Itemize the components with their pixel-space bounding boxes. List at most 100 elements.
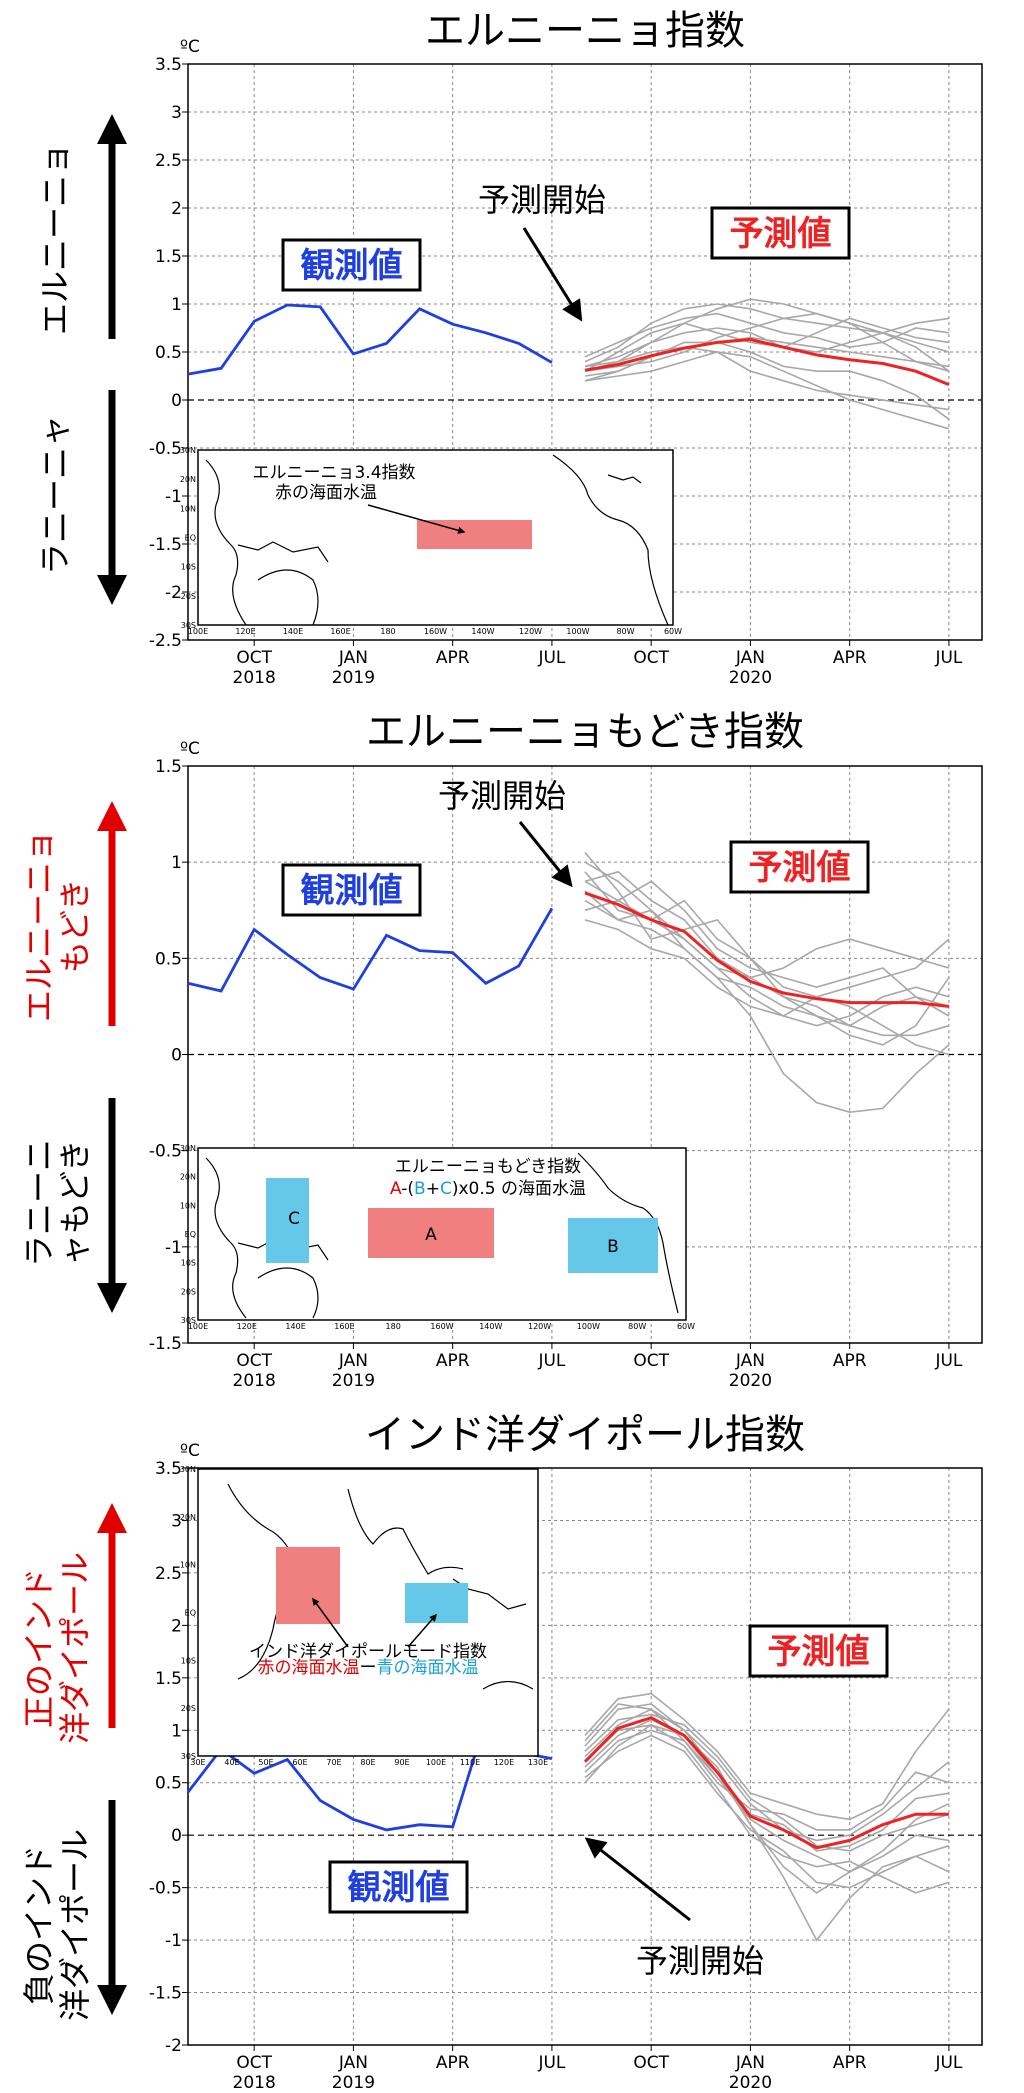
ensemble-member-line — [584, 880, 950, 1017]
forecast-label-box — [710, 206, 851, 260]
inset-lat-label: EQ — [185, 1230, 196, 1239]
y-tick-label: 2 — [171, 1616, 182, 1636]
x-tick-year: 2020 — [729, 1371, 772, 1391]
y-label-down-line2: 洋ダイポール — [56, 1829, 94, 2021]
east-region — [405, 1583, 468, 1623]
inset-lon-label: 100W — [566, 627, 589, 636]
y-label-down-line2: ャもどき — [56, 1140, 94, 1266]
y-tick-label: -0.5 — [149, 439, 182, 459]
forecast-start-label: 予測開始 — [636, 1942, 764, 1980]
forecast-start-arrow — [518, 821, 573, 888]
inset-lon-label: 140E — [283, 627, 303, 636]
x-tick-label: JAN — [338, 2053, 368, 2073]
panel-3: インド洋ダイポール指数 ºC3.5 3 2.5 2 1.5 1 0.5 0 -0.5 -1 -1.5 -… — [20, 1412, 983, 2093]
y-label-down: ラニーニャもどき — [20, 1139, 94, 1267]
coastline-australia — [257, 569, 319, 626]
ensemble-member-line — [584, 1713, 950, 1852]
inset-title: エルニーニョもどき指数 — [395, 1157, 581, 1177]
inset-formula-part: B — [414, 1179, 426, 1199]
inset-lon-label: 180 — [380, 627, 395, 636]
inset-lon-label: 60W — [664, 627, 682, 636]
y-tick-label: 0.5 — [155, 343, 182, 363]
coastline-australia — [257, 1267, 319, 1319]
y-tick-label: 3.5 — [155, 1459, 182, 1479]
y-label-down-line1: 負のインド — [20, 1845, 58, 2005]
x-tick-year: 2020 — [729, 2073, 772, 2093]
ensemble-member-line — [584, 1703, 950, 1942]
plot-frame — [187, 1467, 983, 2046]
unit-label: ºC — [180, 1441, 200, 1461]
coastline-australia — [482, 1680, 534, 1690]
y-label-down: ラニーニャ — [36, 415, 74, 575]
inset-formula-part: C — [440, 1179, 452, 1199]
region-c — [266, 1178, 309, 1263]
up-arrow-head — [97, 114, 127, 144]
inset-lon-label: 40E — [224, 1758, 239, 1767]
y-tick-label: 2.5 — [155, 1564, 182, 1584]
x-tick-label: APR — [436, 2053, 470, 2073]
y-tick-label: 0 — [171, 1826, 182, 1846]
inset-lon-label: 30E — [190, 1758, 205, 1767]
inset-lon-label: 120W — [528, 1322, 551, 1331]
y-label-up-line1: 正のインド — [20, 1568, 58, 1728]
x-tick-label: APR — [436, 648, 470, 668]
inset-formula-part: 赤の海面水温 — [258, 1658, 360, 1678]
coastline-americas — [577, 1152, 679, 1314]
inset-lat-label: 20S — [181, 592, 196, 601]
ensemble-member-line — [584, 919, 950, 1056]
inset-lat-label: 30N — [180, 1465, 196, 1474]
up-arrow-head — [97, 1503, 127, 1533]
inset-lat-label: 20S — [181, 1704, 196, 1713]
ensemble-member-line — [584, 341, 950, 420]
inset-lon-label: 80W — [628, 1322, 646, 1331]
inset-title: インド洋ダイポールモード指数 — [249, 1642, 487, 1662]
inset-lon-label: 80W — [616, 627, 634, 636]
x-tick-label: OCT — [236, 648, 272, 668]
x-tick-year: 2018 — [233, 1371, 276, 1391]
region-b — [568, 1218, 658, 1273]
inset-lon-label: 130E — [528, 1758, 548, 1767]
region-a-label: A — [425, 1225, 437, 1245]
inset-lat-label: 10N — [180, 504, 196, 513]
ensemble-member-line — [584, 1708, 950, 1842]
inset-lon-label: 120E — [235, 627, 255, 636]
observed-label: 観測値 — [301, 246, 403, 286]
inset-lon-label: 140E — [285, 1322, 305, 1331]
ensemble-member-line — [584, 312, 950, 358]
y-tick-label: -1.5 — [149, 1334, 182, 1354]
inset-formula-part: )x0.5 の海面水温 — [452, 1179, 586, 1199]
y-tick-label: -0.5 — [149, 1879, 182, 1899]
y-tick-label: 0 — [171, 1046, 182, 1066]
y-tick-label: -1.5 — [149, 1984, 182, 2004]
inset-lat-label: 10N — [180, 1561, 196, 1570]
x-tick-label: OCT — [236, 1351, 272, 1371]
region-b-label: B — [607, 1237, 619, 1257]
chart-title: インド洋ダイポール指数 — [365, 1412, 805, 1458]
plot-frame — [187, 765, 983, 1344]
x-tick-label: JUL — [934, 648, 962, 668]
y-label-up: エルニーニョもどき — [20, 830, 94, 1022]
ensemble-member-line — [584, 1718, 950, 1873]
y-label-up-line2: 洋ダイポール — [56, 1552, 94, 1744]
inset-lon-label: 160E — [330, 627, 350, 636]
inset-lat-label: EQ — [185, 534, 196, 543]
up-arrow-head — [97, 801, 127, 831]
inset-lon-label: 100E — [188, 1322, 208, 1331]
observed-line — [187, 907, 554, 993]
unit-label: ºC — [180, 37, 200, 57]
inset-lat-label: 20N — [180, 475, 196, 484]
ensemble-member-line — [584, 880, 950, 998]
x-tick-label: OCT — [236, 2053, 272, 2073]
forecast-mean-line — [584, 337, 950, 386]
y-tick-label: -1.5 — [149, 535, 182, 555]
inset-lon-label: 160W — [424, 627, 447, 636]
ensemble-member-line — [584, 1734, 950, 1889]
inset-title: エルニーニョ3.4指数 — [252, 463, 415, 483]
observed-label: 観測値 — [348, 1868, 450, 1908]
coastline-americas — [552, 454, 669, 626]
y-label-up: 正のインド洋ダイポール — [20, 1552, 94, 1744]
y-tick-label: -2 — [165, 2036, 182, 2056]
ensemble-member-line — [584, 351, 950, 430]
